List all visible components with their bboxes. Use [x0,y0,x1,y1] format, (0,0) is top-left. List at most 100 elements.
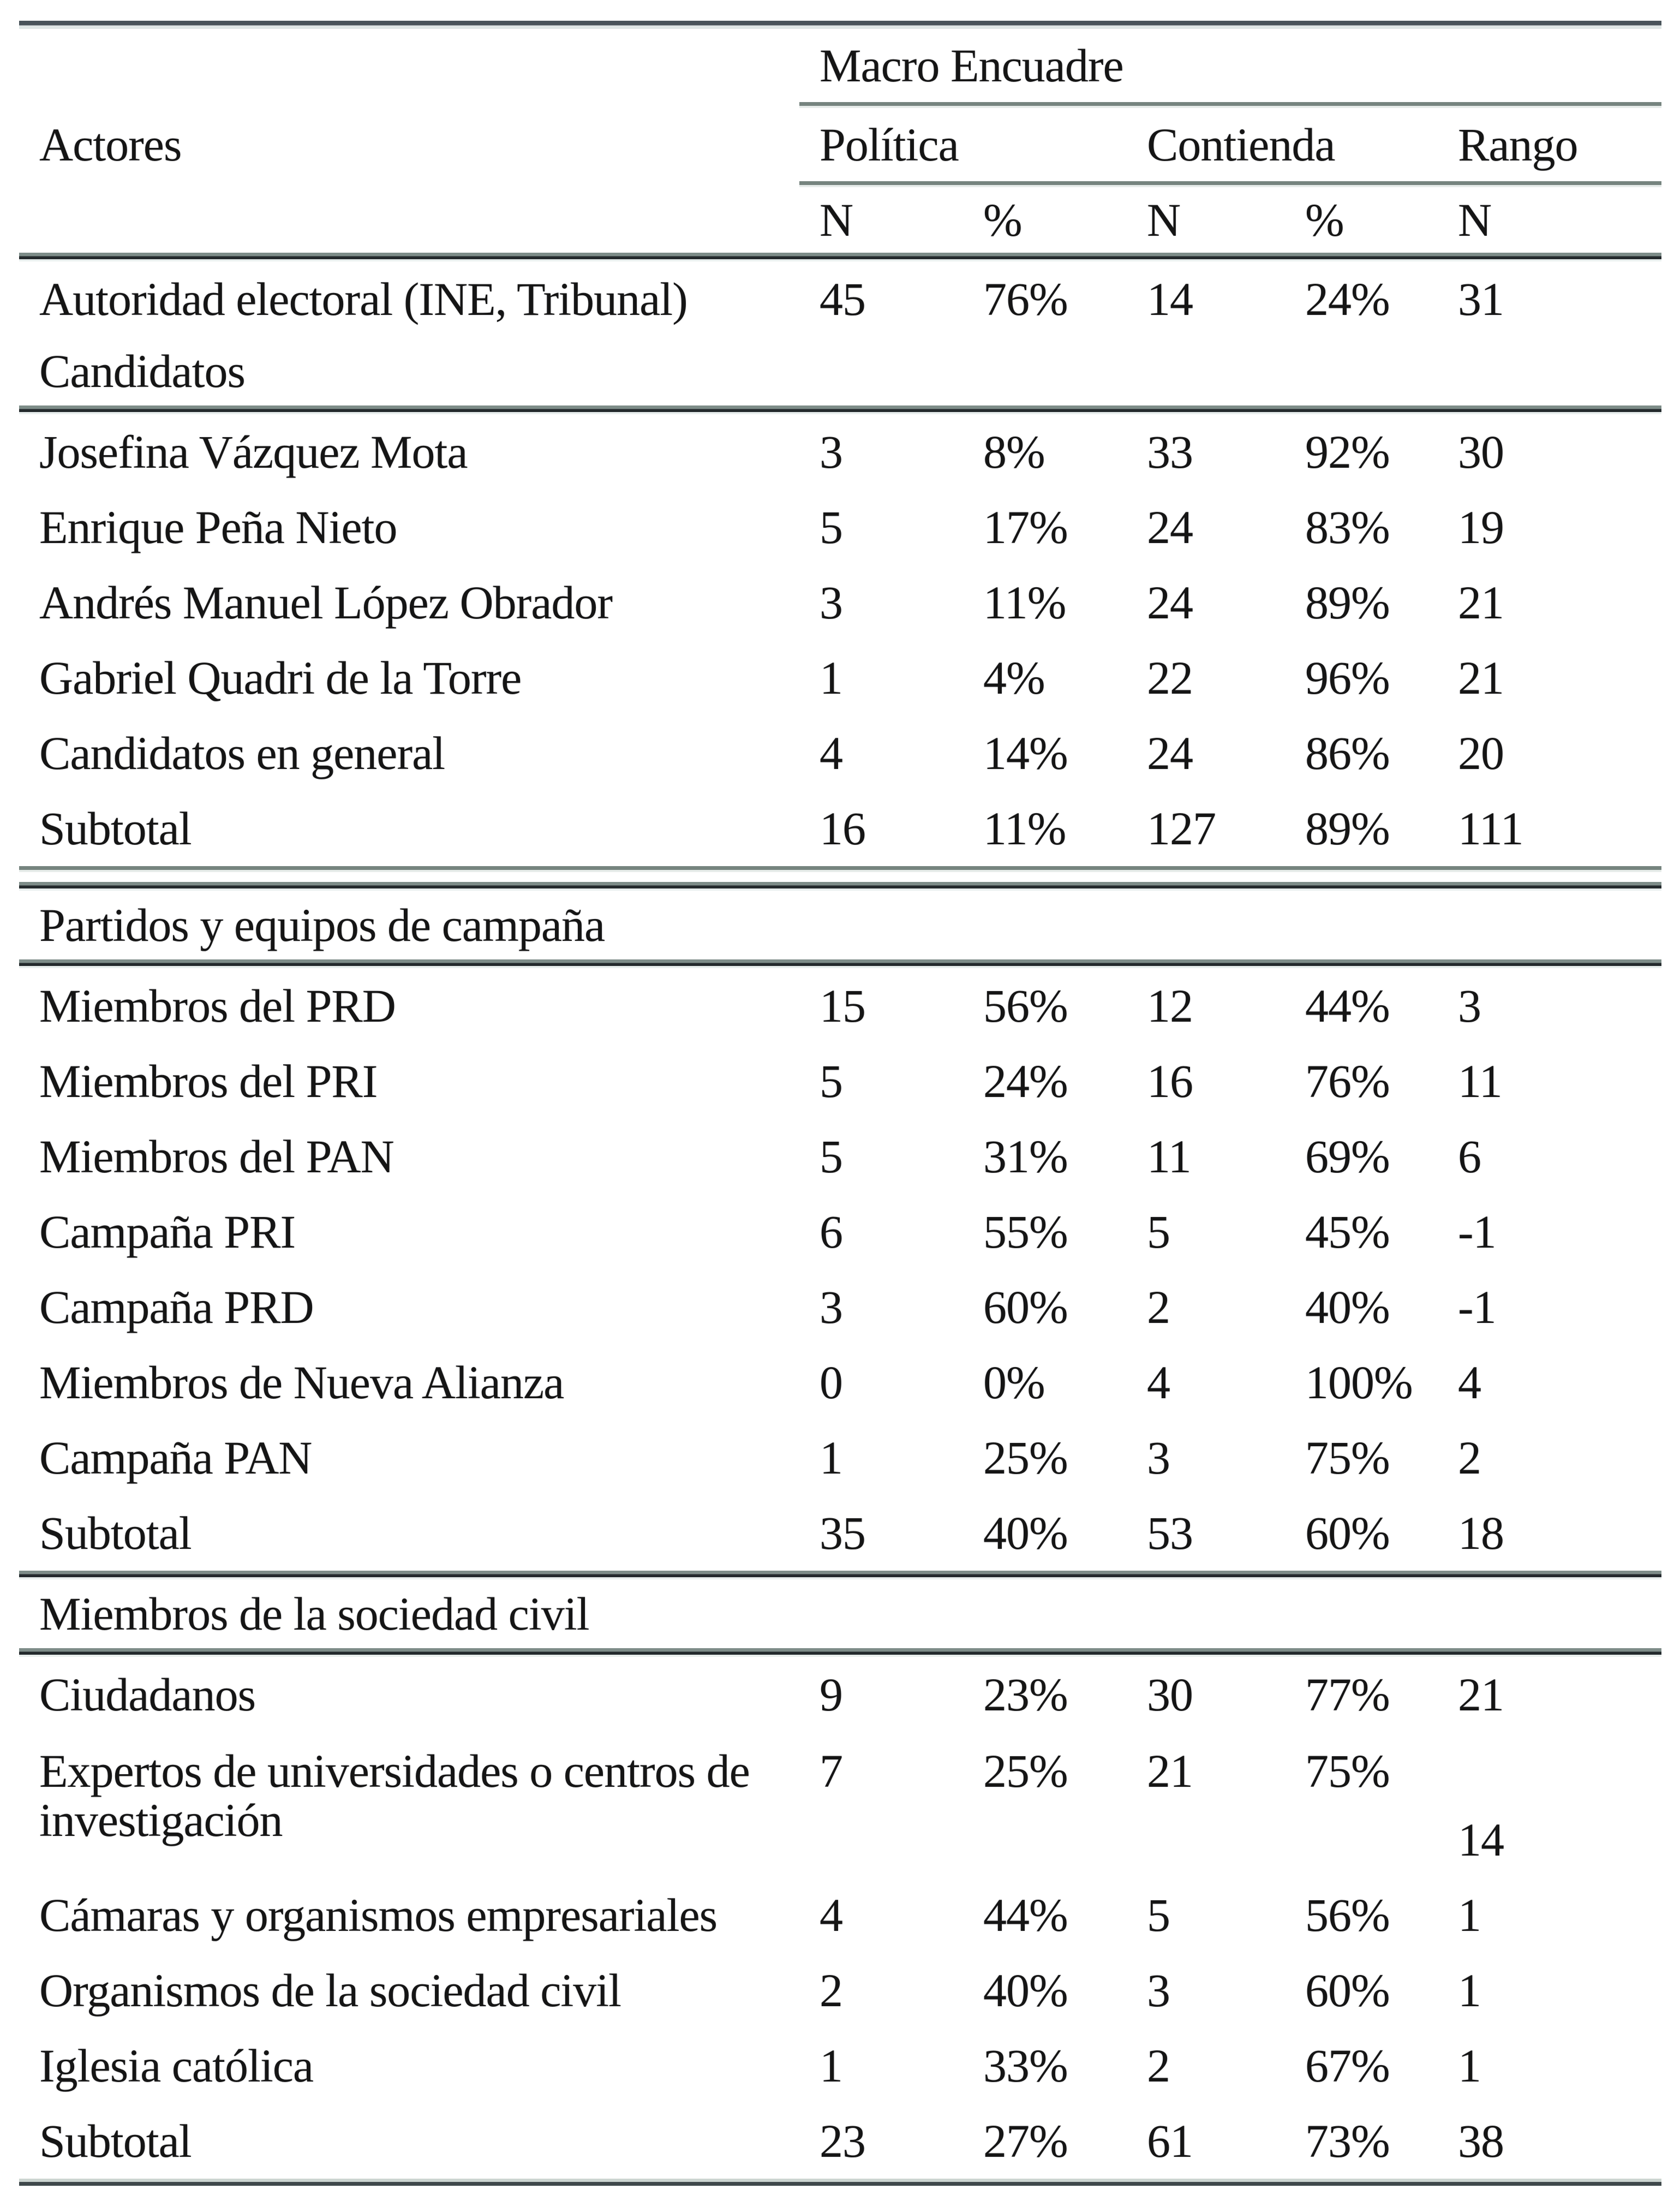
value-cell: 60% [983,1280,1068,1333]
value-cell: 8% [983,425,1045,478]
value-cell: 33 [1147,425,1193,478]
actor-name: Miembros del PRI [39,1054,378,1107]
value-cell: 35 [820,1506,866,1559]
table-row: Miembros del PAN 5 31% 11 69% 6 [19,1119,1661,1194]
value-cell: 16 [1147,1054,1193,1107]
table-row: Miembros del PRD 15 56% 12 44% 3 [19,968,1661,1043]
value-cell: 44% [1305,979,1390,1032]
value-cell: 5 [820,1130,843,1183]
value-cell: 11 [1147,1130,1192,1183]
value-cell: 15 [820,979,866,1032]
value-cell: 89% [1305,802,1390,855]
table-row-subtotal: Subtotal 16 11% 127 89% 111 [19,791,1661,866]
value-cell: 22 [1147,651,1193,704]
value-cell: 45% [1305,1205,1390,1258]
value-cell: 69% [1305,1130,1390,1183]
value-cell: 23 [820,2114,866,2167]
table-row: Campaña PAN 1 25% 3 75% 2 [19,1420,1661,1495]
header-bottom-rule [19,253,1661,261]
value-cell: 1 [820,2039,843,2092]
value-cell: 75% [1305,1745,1390,1797]
value-cell: 127 [1147,802,1216,855]
value-cell: 24% [983,1054,1068,1107]
value-cell: 76% [983,272,1068,325]
table-row: Autoridad electoral (INE, Tribunal) 45 76%… [19,261,1661,337]
subheader-contienda-pct: % [1305,193,1344,246]
section-label-text: Partidos y equipos de campaña [39,898,605,951]
value-cell: 86% [1305,726,1390,779]
value-cell: 60% [1305,1506,1390,1559]
value-cell: 76% [1305,1054,1390,1107]
actor-name: Candidatos en general [39,726,445,779]
table-row: Expertos de universidades o centros de i… [19,1732,1661,1877]
table-row: Campaña PRD 3 60% 2 40% -1 [19,1269,1661,1345]
subheader-politica-n: N [820,193,853,246]
value-cell: 14% [983,726,1068,779]
value-cell: 40% [983,1964,1068,2017]
value-cell: 61 [1147,2114,1193,2167]
actor-name: Miembros del PAN [39,1130,394,1183]
value-cell: 6 [1458,1130,1481,1183]
value-cell: 4 [1458,1356,1481,1409]
section-label-text: Candidatos [39,344,246,397]
table-body: Autoridad electoral (INE, Tribunal) 45 76%… [19,261,1661,2186]
value-cell: 100% [1305,1356,1413,1409]
table-row: Miembros de Nueva Alianza 0 0% 4 100% 4 [19,1345,1661,1420]
table-row: Ciudadanos 9 23% 30 77% 21 [19,1657,1661,1732]
actor-name: Campaña PRI [39,1205,296,1258]
column-group-rango: Rango [1458,118,1579,171]
table-header-columns-row: Actores Política Contienda Rango [19,108,1661,181]
value-cell: 4 [820,1888,843,1941]
value-cell: 111 [1458,802,1524,855]
value-cell: -1 [1458,1205,1497,1258]
value-cell: 1 [1458,2039,1481,2092]
value-cell: 53 [1147,1506,1193,1559]
actor-name: Campaña PAN [39,1431,312,1484]
value-cell: 25% [983,1745,1068,1797]
table-row: Iglesia católica 1 33% 2 67% 1 [19,2028,1661,2103]
value-cell: 89% [1305,576,1390,629]
subheader-politica-pct: % [983,193,1023,246]
column-group-politica: Política [820,118,959,171]
actor-name: Iglesia católica [39,2039,314,2092]
value-cell: 33% [983,2039,1068,2092]
value-cell: 4 [820,726,843,779]
group-header-label: Macro Encuadre [820,39,1124,92]
value-cell: 24 [1147,500,1193,553]
subheader-rango-n: N [1458,193,1492,246]
value-cell: 56% [1305,1888,1390,1941]
value-cell: 0% [983,1356,1045,1409]
horizontal-rule [19,405,1661,414]
value-cell: 31% [983,1130,1068,1183]
value-cell: 3 [820,425,843,478]
table-row: Campaña PRI 6 55% 5 45% -1 [19,1194,1661,1269]
value-cell: 2 [1458,1431,1481,1484]
actor-name: Campaña PRD [39,1280,314,1333]
value-cell: 3 [1458,979,1481,1032]
table-row: Candidatos en general 4 14% 24 86% 20 [19,715,1661,791]
value-cell: 14 [1458,1813,1504,1866]
value-cell: 1 [820,1431,843,1484]
value-cell: 4 [1147,1356,1170,1409]
value-cell: 67% [1305,2039,1390,2092]
value-cell: 77% [1305,1668,1390,1721]
value-cell: 25% [983,1431,1068,1484]
value-cell: 2 [820,1964,843,2017]
value-cell: 18 [1458,1506,1504,1559]
section-label-row: Miembros de la sociedad civil [19,1579,1661,1648]
value-cell: 19 [1458,500,1504,553]
actor-name: Expertos de universidades o centros de i… [39,1745,750,1847]
value-cell: 40% [983,1506,1068,1559]
value-cell: 60% [1305,1964,1390,2017]
value-cell: 5 [1147,1888,1170,1941]
value-cell: 5 [820,1054,843,1107]
value-cell: 24 [1147,576,1193,629]
table-row: Organismos de la sociedad civil 2 40% 3 60% 1 [19,1953,1661,2028]
table-top-rule [19,21,1661,29]
value-cell: 24 [1147,726,1193,779]
horizontal-rule [19,882,1661,891]
value-cell: 1 [1458,1964,1481,2017]
value-cell: 31 [1458,272,1504,325]
table-row: Gabriel Quadri de la Torre 1 4% 22 96% 21 [19,640,1661,715]
table-row: Miembros del PRI 5 24% 16 76% 11 [19,1043,1661,1119]
